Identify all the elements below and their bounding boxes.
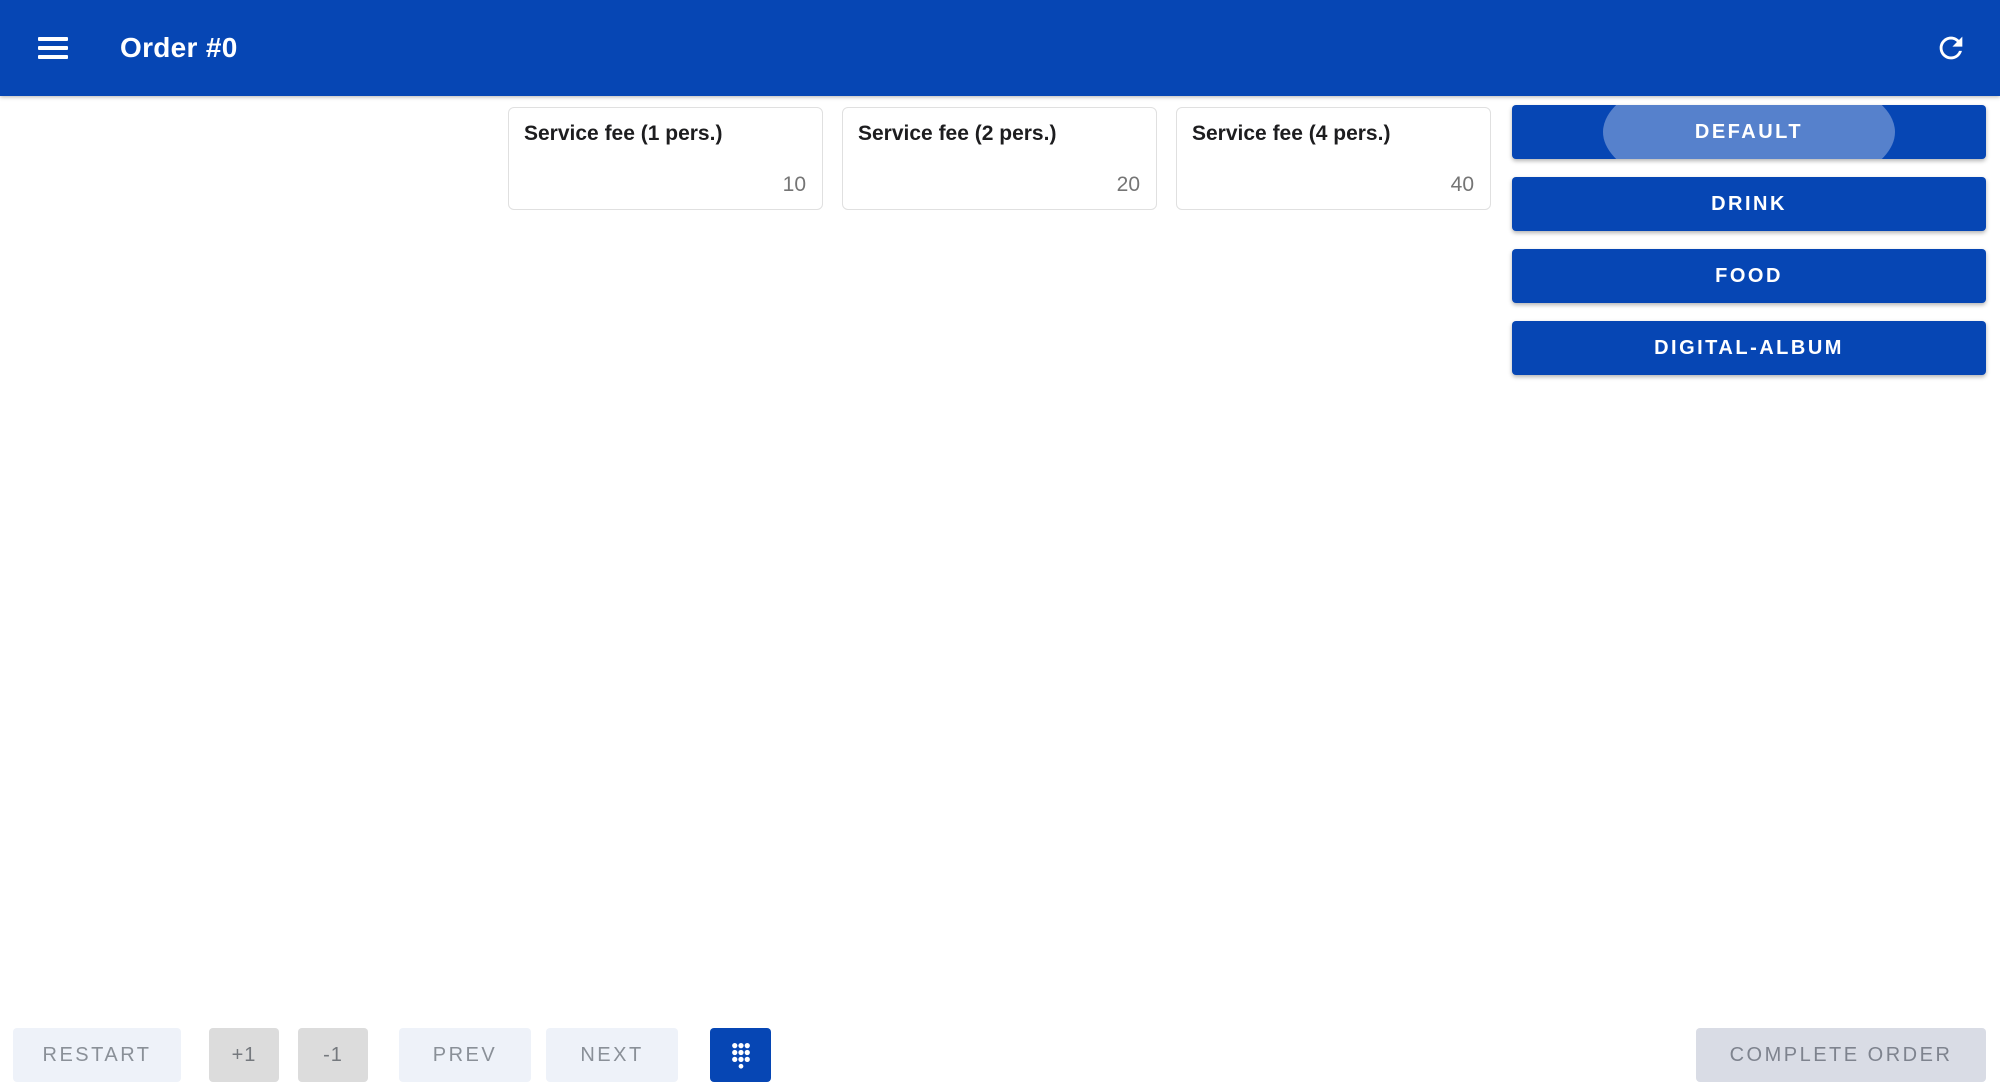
category-button-drink[interactable]: DRINK [1512,177,1986,231]
product-card[interactable]: Service fee (1 pers.) 10 [508,107,823,210]
refresh-icon [1939,36,1963,60]
complete-order-button[interactable]: COMPLETE ORDER [1696,1028,1986,1082]
hamburger-menu-icon [38,37,68,41]
page-title: Order #0 [120,32,238,63]
refresh-button[interactable] [1927,24,1975,72]
category-label: DRINK [1711,192,1787,215]
category-button-food[interactable]: FOOD [1512,249,1986,303]
category-label: FOOD [1715,264,1783,287]
app-bar: Order #0 [0,0,2000,96]
product-price: 20 [1116,173,1140,196]
next-button[interactable]: NEXT [546,1028,678,1082]
product-name: Service fee (4 pers.) [1192,122,1391,145]
prev-button[interactable]: PREV [399,1028,531,1082]
product-name: Service fee (1 pers.) [524,122,723,145]
numpad-button[interactable] [710,1028,771,1082]
category-button-digital-album[interactable]: DIGITAL-ALBUM [1512,321,1986,375]
product-price: 40 [1450,173,1474,196]
restart-button[interactable]: RESTART [13,1028,181,1082]
product-card[interactable]: Service fee (2 pers.) 20 [842,107,1157,210]
category-button-default[interactable]: DEFAULT [1512,105,1986,159]
category-label: DIGITAL-ALBUM [1654,336,1844,359]
product-name: Service fee (2 pers.) [858,122,1057,145]
product-price: 10 [782,173,806,196]
hamburger-menu-button[interactable] [29,24,77,72]
dialpad-icon [731,1043,750,1069]
plus-one-button[interactable]: +1 [209,1028,279,1082]
product-card[interactable]: Service fee (4 pers.) 40 [1176,107,1491,210]
category-label: DEFAULT [1694,120,1804,143]
minus-one-button[interactable]: -1 [298,1028,368,1082]
